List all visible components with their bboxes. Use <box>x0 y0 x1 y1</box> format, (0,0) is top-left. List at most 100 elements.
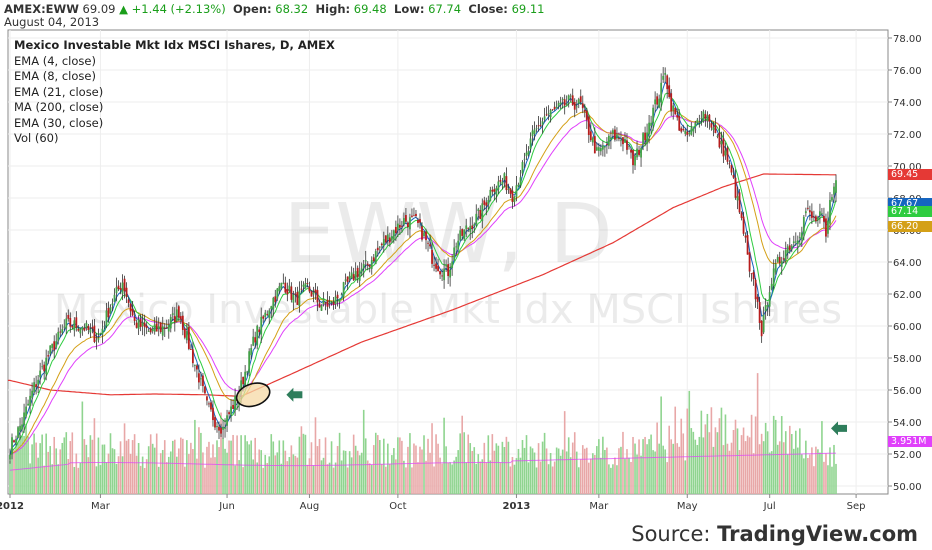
volume-bar <box>465 462 468 494</box>
candle-body <box>306 283 309 284</box>
candle-body <box>800 232 803 240</box>
candle-body <box>400 225 403 227</box>
candle-body <box>507 188 510 190</box>
candle-body <box>672 105 675 111</box>
candle-body <box>461 229 464 236</box>
candle-body <box>776 257 779 263</box>
candle-body <box>473 224 476 227</box>
candle-body <box>788 245 791 251</box>
candle-body <box>145 325 148 329</box>
candle-body <box>449 269 452 278</box>
volume-bar <box>531 448 534 494</box>
volume-bar <box>180 437 182 494</box>
candle-body <box>429 244 431 247</box>
volume-bar <box>336 446 339 494</box>
candle-body <box>212 407 214 421</box>
candle-body <box>537 125 540 127</box>
candle-body <box>21 424 23 430</box>
indicator-ma200[interactable]: MA (200, close) <box>14 100 104 114</box>
candle-body <box>224 427 226 429</box>
candle-body <box>497 181 500 190</box>
candle-body <box>346 276 349 282</box>
candle-body <box>483 200 486 205</box>
volume-bar <box>722 445 725 494</box>
volume-bar <box>579 459 582 494</box>
candle-body <box>597 147 600 151</box>
candle-body <box>326 299 329 307</box>
candle-body <box>292 294 295 303</box>
indicator-volume[interactable]: Vol (60) <box>14 131 59 145</box>
volume-bar <box>825 453 827 494</box>
volume-bar <box>831 466 833 494</box>
volume-bar <box>393 448 395 494</box>
candle-body <box>553 106 556 110</box>
volume-bar <box>125 440 128 494</box>
volume-bar <box>459 433 461 494</box>
candle-body <box>43 364 46 372</box>
candle-body <box>392 230 395 240</box>
candle-body <box>137 319 140 329</box>
candle-body <box>149 328 152 333</box>
volume-bar <box>308 458 311 494</box>
volume-bar <box>320 460 323 494</box>
volume-bar <box>817 449 819 494</box>
y-tick-label: 54.00 <box>893 418 922 429</box>
last-price: 69.09 <box>82 2 116 16</box>
volume-bar <box>821 421 823 494</box>
volume-bar <box>626 449 628 494</box>
candle-body <box>616 134 618 138</box>
close-label: Close: <box>468 2 508 16</box>
candle-body <box>103 326 106 328</box>
volume-bar <box>11 440 13 494</box>
candle-body <box>601 145 604 150</box>
series-title[interactable]: Mexico Investable Mkt Idx MSCI Ishares, … <box>14 38 335 52</box>
volume-bar <box>780 416 783 494</box>
candle-body <box>531 130 534 137</box>
candle-body <box>171 313 174 315</box>
candle-body <box>286 289 289 295</box>
volume-bar <box>206 446 208 494</box>
volume-bar <box>218 447 220 494</box>
indicator-ema8[interactable]: EMA (8, close) <box>14 69 96 83</box>
volume-bar <box>276 452 279 494</box>
y-tick-label: 72.00 <box>893 130 922 141</box>
indicator-ema30[interactable]: EMA (30, close) <box>14 115 104 130</box>
candle-body <box>384 235 387 243</box>
candle-body <box>455 246 458 248</box>
candle-body <box>722 138 725 157</box>
volume-bar <box>49 446 51 494</box>
candle-body <box>250 348 253 356</box>
volume-bar <box>200 432 202 494</box>
candle-body <box>49 345 52 354</box>
candle-body <box>688 132 691 134</box>
volume-bar <box>342 450 345 494</box>
indicator-ema21[interactable]: EMA (21, close) <box>14 84 104 99</box>
volume-bar <box>590 458 592 494</box>
indicator-ema4[interactable]: EMA (4, close) <box>14 53 96 68</box>
volume-bar <box>173 439 176 494</box>
volume-bar <box>186 440 188 494</box>
candle-body <box>350 272 353 279</box>
candle-body <box>396 223 399 230</box>
candle-body <box>734 177 737 198</box>
volume-bar <box>505 436 508 494</box>
quote-date: August 04, 2013 <box>4 15 100 29</box>
candle-body <box>75 317 78 328</box>
candle-body <box>131 309 134 316</box>
volume-bar <box>270 434 273 494</box>
candle-body <box>63 326 66 328</box>
volume-bar <box>706 413 709 494</box>
candle-body <box>260 316 263 335</box>
candle-body <box>39 370 42 378</box>
volume-bar <box>248 444 250 494</box>
volume-bar <box>592 453 594 494</box>
candle-body <box>322 298 325 305</box>
volume-bar <box>545 448 548 494</box>
volume-bar <box>190 442 192 494</box>
close-value: 69.11 <box>511 2 545 16</box>
y-tick-label: 62.00 <box>893 290 922 301</box>
candle-body <box>380 243 383 246</box>
candle-body <box>175 309 178 322</box>
volume-bar <box>594 454 596 494</box>
